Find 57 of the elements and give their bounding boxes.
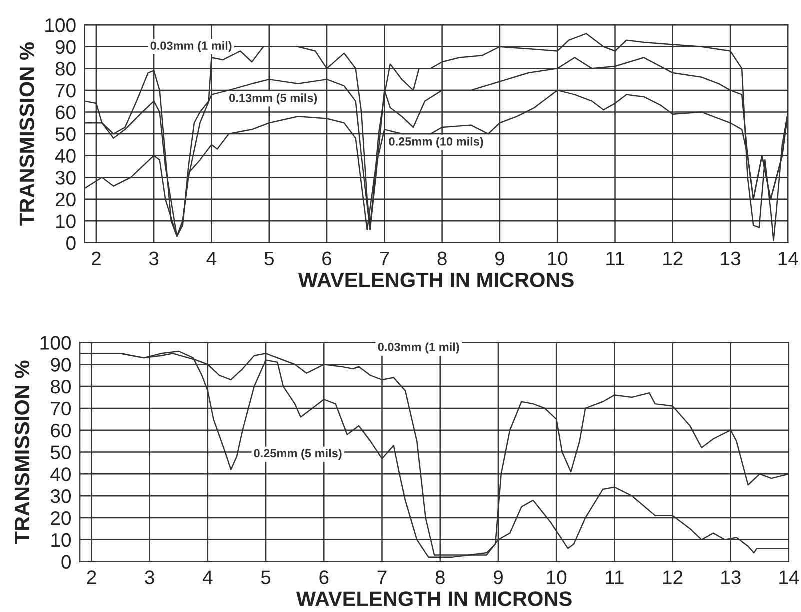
- x-tick-label: 9: [495, 252, 504, 266]
- y-tick-label: 90: [51, 358, 72, 372]
- x-tick-label: 14: [780, 570, 800, 584]
- y-tick-label: 70: [51, 402, 72, 416]
- x-tick-label: 11: [606, 252, 624, 266]
- x-tick-label: 5: [264, 252, 274, 266]
- y-tick-label: 40: [55, 149, 76, 164]
- y-tick-label: 80: [56, 62, 76, 76]
- series-label: 0.25mm (10 mils): [389, 137, 484, 148]
- y-axis-title: TRANSMISSION %: [14, 360, 30, 544]
- x-tick-label: 3: [145, 570, 154, 584]
- x-tick-label: 7: [378, 570, 387, 584]
- y-tick-label: 60: [51, 424, 72, 438]
- y-tick-label: 100: [46, 18, 76, 32]
- x-tick-label: 6: [320, 570, 329, 584]
- y-tick-label: 20: [51, 511, 72, 526]
- x-axis-title: WAVELENGTH IN MICRONS: [296, 592, 572, 606]
- x-tick-label: 2: [87, 570, 96, 584]
- x-tick-label: 12: [663, 570, 683, 584]
- y-tick-label: 70: [56, 84, 76, 98]
- x-tick-label: 5: [261, 570, 271, 584]
- x-tick-label: 9: [494, 570, 503, 584]
- x-tick-label: 8: [438, 252, 447, 266]
- y-tick-label: 90: [56, 40, 76, 54]
- x-tick-label: 3: [149, 252, 159, 266]
- y-tick-label: 80: [50, 380, 72, 394]
- y-tick-label: 60: [56, 106, 76, 120]
- y-tick-label: 30: [50, 490, 72, 504]
- x-tick-label: 11: [606, 570, 624, 584]
- x-axis-title: WAVELENGTH IN MICRONS: [298, 272, 574, 288]
- y-tick-label: 30: [56, 171, 76, 185]
- x-tick-label: 14: [778, 252, 798, 266]
- x-tick-label: 7: [380, 252, 390, 266]
- y-tick-label: 0: [66, 236, 76, 250]
- series-label: 0.03mm (1 mil): [378, 342, 460, 354]
- y-tick-label: 50: [56, 127, 76, 142]
- x-tick-label: 13: [722, 570, 741, 584]
- x-tick-label: 10: [548, 252, 568, 266]
- series-label: 0.13mm (5 mils): [230, 94, 318, 105]
- series-label: 0.03mm (1 mil): [150, 41, 232, 52]
- y-axis-title: TRANSMISSION %: [20, 42, 34, 226]
- x-tick-label: 4: [202, 570, 213, 584]
- x-tick-label: 2: [92, 252, 101, 266]
- x-tick-label: 4: [206, 252, 217, 266]
- y-tick-label: 40: [50, 468, 72, 482]
- x-tick-label: 13: [721, 252, 740, 266]
- series-label: 0.25mm (5 mils): [254, 448, 342, 460]
- y-tick-label: 10: [56, 214, 76, 228]
- y-tick-label: 10: [52, 533, 72, 548]
- y-tick-label: 100: [40, 336, 72, 350]
- x-tick-label: 10: [547, 570, 567, 584]
- x-tick-label: 12: [664, 252, 683, 266]
- y-tick-label: 50: [50, 446, 72, 460]
- x-tick-label: 8: [436, 570, 445, 584]
- y-tick-label: 0: [62, 555, 72, 570]
- x-tick-label: 6: [322, 252, 332, 266]
- y-tick-label: 20: [56, 192, 76, 207]
